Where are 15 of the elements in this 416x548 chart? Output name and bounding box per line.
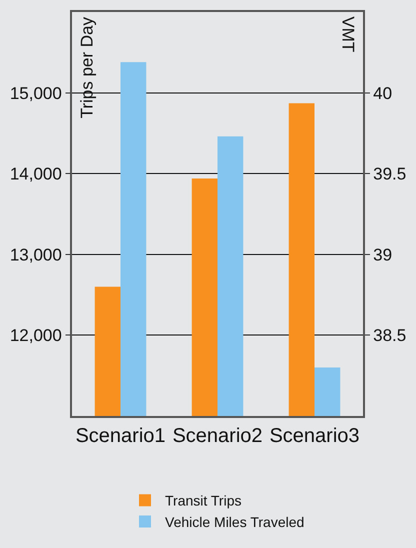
y-tick-label: 12,000 [10,326,62,346]
y-tick-label: 13,000 [10,245,62,264]
y2-axis-title: VMT [338,16,358,52]
x-tick-label: Scenario3 [269,424,360,447]
y-tick-label: 15,000 [10,84,62,103]
x-tick-label: Scenario2 [172,424,263,447]
legend-label: Vehicle Miles Traveled [165,514,304,530]
y-tick-label: 14,000 [10,164,62,184]
y2-tick-label: 40 [373,84,392,103]
y2-tick-label: 39.5 [373,164,406,184]
y-axis-title: Trips per Day [77,16,96,118]
y2-tick-label: 38.5 [373,326,406,346]
x-tick-label: Scenario1 [75,424,166,447]
y2-tick-label: 39 [373,245,392,264]
legend-label: Transit Trips [165,492,242,509]
